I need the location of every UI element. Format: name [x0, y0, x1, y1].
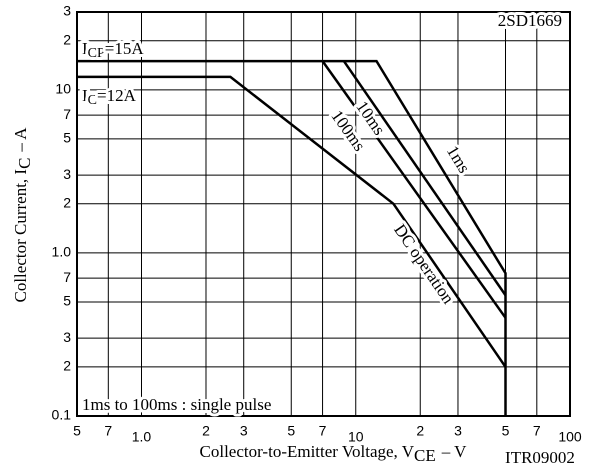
- series-line: [77, 75, 507, 368]
- annotation-sub: CP: [88, 46, 105, 61]
- annotation-rest: =12A: [97, 86, 137, 105]
- figure-code: ITR09002: [505, 448, 575, 467]
- y-tick-label: 7: [63, 106, 71, 122]
- x-tick-label: 3: [240, 423, 248, 439]
- annotation: ICP=15A: [82, 39, 144, 61]
- y-label-sub: C: [15, 158, 34, 169]
- annotation-sub: C: [88, 93, 97, 108]
- y-label-text: Collector Current, I: [11, 169, 30, 303]
- x-tick-label: 5: [287, 423, 295, 439]
- x-tick-label: 1.0: [132, 429, 152, 445]
- series-line: [321, 60, 507, 319]
- y-tick-label: 0.1: [52, 407, 72, 423]
- y-tick-label: 7: [63, 269, 71, 285]
- annotation: IC=12A: [82, 86, 137, 108]
- note: 1ms to 100ms : single pulse: [82, 395, 271, 414]
- x-tick-label: 3: [454, 423, 462, 439]
- x-tick-label: 2: [202, 423, 210, 439]
- x-tick-label: 100: [558, 429, 582, 445]
- annotation-rest: =15A: [105, 39, 145, 58]
- part-number: 2SD1669: [498, 11, 562, 30]
- x-tick-label: 2: [416, 423, 424, 439]
- plot-frame: [76, 11, 571, 417]
- x-tick-label: 5: [502, 423, 510, 439]
- y-tick-label: 5: [63, 293, 71, 309]
- y-tick-label: 2: [63, 358, 71, 374]
- x-label-unit: – V: [441, 442, 467, 461]
- y-label-unit: – A: [11, 127, 30, 153]
- x-tick-label: 7: [533, 423, 541, 439]
- series-line: [342, 60, 507, 296]
- x-label-text: Collector-to-Emitter Voltage, V: [200, 442, 415, 461]
- x-label-sub: CE: [414, 446, 436, 465]
- x-tick-label: 7: [104, 423, 112, 439]
- lines: [77, 59, 507, 416]
- y-tick-label: 2: [63, 195, 71, 211]
- x-tick-label: 5: [73, 423, 81, 439]
- y-tick-label: 3: [63, 3, 71, 19]
- y-tick-label: 2: [63, 31, 71, 47]
- series-line: [77, 59, 507, 416]
- y-tick-label: 10: [55, 81, 71, 97]
- y-tick-label: 3: [63, 329, 71, 345]
- y-tick-label: 1.0: [52, 244, 72, 260]
- x-tick-label: 10: [348, 429, 364, 445]
- y-tick-label: 5: [63, 130, 71, 146]
- y-tick-label: 3: [63, 166, 71, 182]
- x-tick-label: 7: [319, 423, 327, 439]
- x-axis-label: Collector-to-Emitter Voltage, VCE – V: [200, 442, 468, 465]
- y-axis-label: Collector Current, IC – A: [11, 127, 34, 303]
